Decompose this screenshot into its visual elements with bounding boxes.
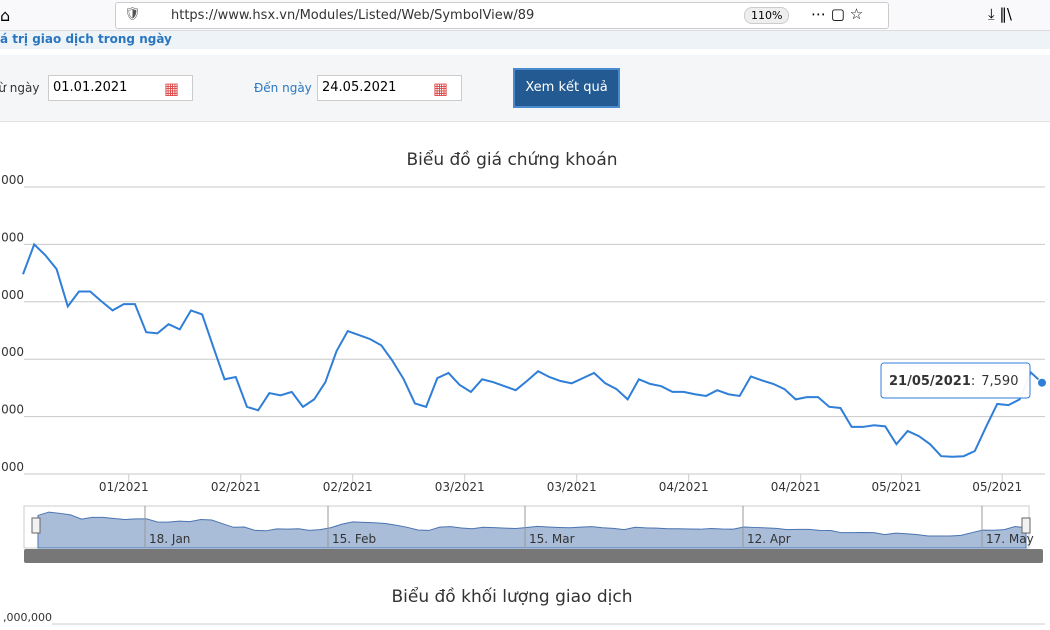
y-tick-label: 6,000 [0, 460, 24, 474]
from-input[interactable]: 01.01.2021 ▦ [48, 75, 193, 101]
navigator-label: 15. Feb [332, 532, 376, 546]
calendar-icon[interactable]: ▦ [433, 79, 449, 98]
y-tick-label: 7,000 [0, 403, 24, 417]
volume-tick-label: ,000,000 [3, 611, 52, 624]
tooltip-text: 21/05/2021: 7,590 [889, 374, 1018, 389]
y-tick-label: 9,000 [0, 288, 24, 302]
x-tick-label: 04/2021 [771, 480, 821, 494]
home-icon[interactable]: ⌂ [0, 6, 11, 25]
filter-form: Từ ngày 01.01.2021 ▦ Đến ngày 24.05.2021 ▦… [0, 55, 1050, 122]
hover-point [1037, 377, 1047, 388]
toolbar-icons[interactable]: ⤓ ‖\ [988, 5, 1012, 23]
navigator-area [37, 511, 1027, 549]
navigator-handle[interactable] [31, 517, 41, 534]
url-box[interactable]: 🛡 https://www.hsx.vn/Modules/Listed/Web/… [115, 2, 889, 29]
tooltip-part: : [971, 374, 975, 389]
chart-title: Biểu đồ giá chứng khoán [406, 149, 617, 170]
x-tick-label: 04/2021 [659, 480, 709, 494]
x-tick-label: 05/2021 [972, 480, 1022, 494]
from-label: Từ ngày [0, 81, 40, 95]
shield-icon: 🛡 [124, 7, 141, 22]
x-tick-label: 05/2021 [871, 480, 921, 494]
x-tick-label: 03/2021 [547, 480, 597, 494]
navigator-label: 17. May [986, 532, 1034, 546]
tab-strip: á trị giao dịch trong ngày [0, 31, 1050, 49]
y-tick-label: 11,000 [0, 173, 24, 187]
chart: Biểu đồ giá chứng khoán Biểu đồ khối lượ… [0, 149, 1047, 625]
y-tick-label: 10,000 [0, 230, 24, 244]
tooltip-part: 21/05/2021 [889, 374, 971, 389]
x-tick-label: 02/2021 [323, 480, 373, 494]
navigator-label: 18. Jan [149, 532, 190, 546]
price-line [22, 242, 1043, 458]
to-label: Đến ngày [254, 81, 312, 95]
zoom[interactable]: 110% [744, 7, 790, 24]
calendar-icon[interactable]: ▦ [164, 79, 180, 98]
to-input[interactable]: 24.05.2021 ▦ [317, 75, 462, 101]
tooltip-box [880, 362, 1031, 399]
y-tick-label: 8,000 [0, 345, 24, 359]
submit-button[interactable]: Xem kết quả [513, 68, 620, 108]
tooltip-part: 7,590 [981, 374, 1018, 389]
from-value: 01.01.2021 [53, 80, 128, 95]
tab-label[interactable]: á trị giao dịch trong ngày [0, 32, 172, 46]
browser-bar: ⌂ 🛡 https://www.hsx.vn/Modules/Listed/We… [0, 0, 1050, 31]
url[interactable]: https://www.hsx.vn/Modules/Listed/Web/Sy… [171, 8, 535, 23]
scrollbar [24, 549, 1043, 563]
x-tick-label: 01/2021 [99, 480, 149, 494]
x-tick-label: 02/2021 [211, 480, 261, 494]
to-value: 24.05.2021 [322, 80, 397, 95]
menu-icons[interactable]: ⋯ ▢ ☆ [811, 5, 864, 23]
navigator-label: 12. Apr [747, 532, 791, 546]
navigator-label: 15. Mar [529, 532, 575, 546]
x-tick-label: 03/2021 [435, 480, 485, 494]
navigator-handle[interactable] [1021, 517, 1031, 534]
volume-title: Biểu đồ khối lượng giao dịch [391, 586, 632, 607]
